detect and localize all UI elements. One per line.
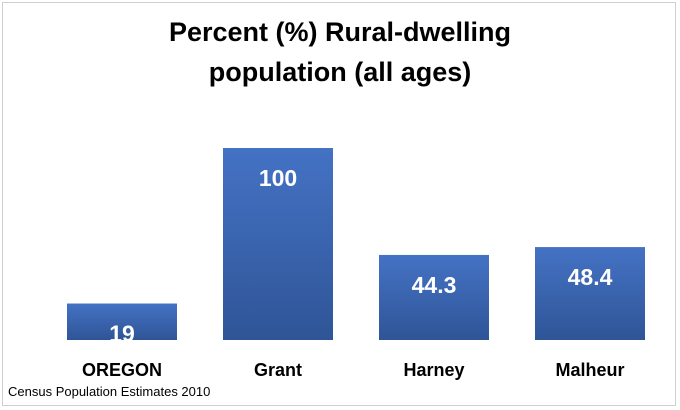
data-label-oregon: 19 [109,321,135,347]
category-label-oregon: OREGON [82,360,162,380]
bar-oregon [67,303,177,340]
category-labels-layer: OREGON Grant Harney Malheur [82,360,625,380]
chart-title-line-1: Percent (%) Rural-dwelling [168,17,512,47]
data-label-grant: 100 [259,165,297,191]
category-label-harney: Harney [403,360,464,380]
bar-malheur [535,247,645,340]
bar-grant [223,148,333,340]
data-label-malheur: 48.4 [568,264,613,290]
chart-title: Percent (%) Rural-dwelling population (a… [0,12,680,92]
source-note: Census Population Estimates 2010 [8,384,211,399]
bar-harney [379,254,489,340]
category-label-grant: Grant [254,360,302,380]
bars-layer: 19 100 44.3 48.4 [67,148,645,347]
category-label-malheur: Malheur [555,360,624,380]
data-label-harney: 44.3 [412,272,457,298]
chart-title-line-2: population (all ages) [208,57,472,87]
